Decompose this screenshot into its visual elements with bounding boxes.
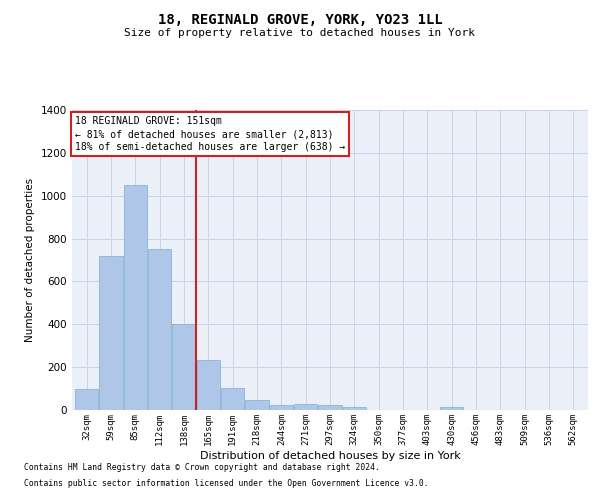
Bar: [124, 185, 147, 410]
Bar: [440, 407, 463, 410]
Bar: [221, 388, 244, 410]
Bar: [245, 400, 269, 410]
Bar: [294, 404, 317, 410]
Bar: [100, 256, 122, 410]
Bar: [197, 360, 220, 410]
Bar: [270, 406, 293, 410]
Bar: [148, 250, 171, 410]
Bar: [319, 406, 341, 410]
X-axis label: Distribution of detached houses by size in York: Distribution of detached houses by size …: [200, 450, 460, 460]
Text: 18 REGINALD GROVE: 151sqm
← 81% of detached houses are smaller (2,813)
18% of se: 18 REGINALD GROVE: 151sqm ← 81% of detac…: [74, 116, 345, 152]
Bar: [343, 407, 366, 410]
Bar: [172, 324, 196, 410]
Y-axis label: Number of detached properties: Number of detached properties: [25, 178, 35, 342]
Text: 18, REGINALD GROVE, YORK, YO23 1LL: 18, REGINALD GROVE, YORK, YO23 1LL: [158, 12, 442, 26]
Bar: [75, 388, 98, 410]
Text: Contains HM Land Registry data © Crown copyright and database right 2024.: Contains HM Land Registry data © Crown c…: [24, 464, 380, 472]
Text: Contains public sector information licensed under the Open Government Licence v3: Contains public sector information licen…: [24, 478, 428, 488]
Text: Size of property relative to detached houses in York: Size of property relative to detached ho…: [125, 28, 476, 38]
